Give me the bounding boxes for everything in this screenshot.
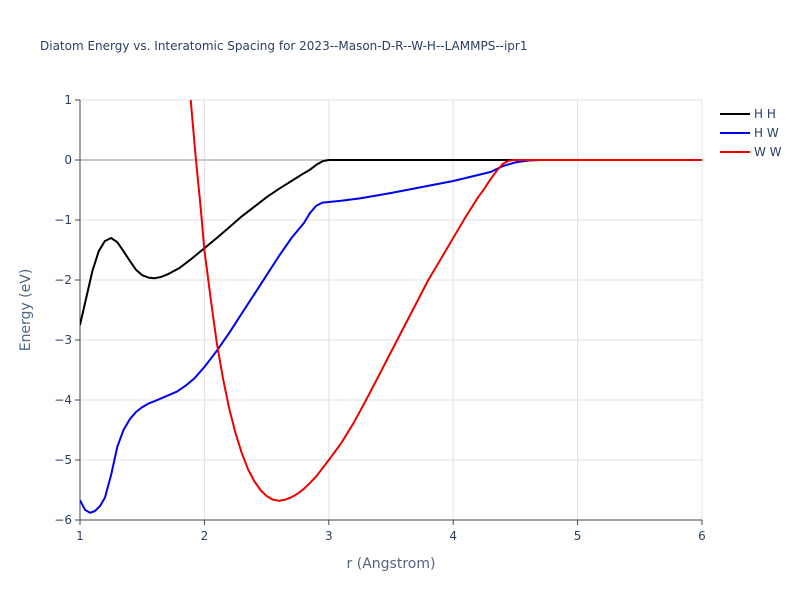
- legend-item-h-w[interactable]: H W: [720, 126, 779, 140]
- tick-labels: 1 2 3 4 5 6 1 0 −1 −2 −3 −4 −5 −6: [54, 93, 706, 543]
- y-tick-label: −3: [54, 333, 72, 347]
- y-tick-label: 1: [64, 93, 72, 107]
- y-axis-title: Energy (eV): [18, 269, 34, 352]
- series-line-w-w: [189, 100, 702, 502]
- series-line-h-h: [80, 159, 702, 326]
- x-tick-label: 5: [574, 529, 582, 543]
- series-line-h-w: [80, 159, 702, 514]
- legend-item-h-h[interactable]: H H: [720, 107, 776, 121]
- x-tick-label: 4: [449, 529, 457, 543]
- x-tick-label: 1: [76, 529, 84, 543]
- legend-item-w-w[interactable]: W W: [720, 145, 782, 159]
- grid: [80, 99, 703, 520]
- legend-label: H H: [754, 107, 776, 121]
- x-tick-label: 2: [201, 529, 209, 543]
- y-tick-label: −6: [54, 513, 72, 527]
- legend[interactable]: H H H W W W: [720, 107, 782, 159]
- x-tick-label: 3: [325, 529, 333, 543]
- plot-area: [80, 100, 702, 514]
- y-tick-label: −5: [54, 453, 72, 467]
- axes: [75, 99, 703, 525]
- y-tick-label: −4: [54, 393, 72, 407]
- x-axis-title: r (Angstrom): [347, 556, 436, 572]
- y-tick-label: −1: [54, 213, 72, 227]
- y-tick-label: 0: [64, 153, 72, 167]
- x-tick-label: 6: [698, 529, 706, 543]
- y-tick-label: −2: [54, 273, 72, 287]
- legend-label: H W: [754, 126, 779, 140]
- chart-title: Diatom Energy vs. Interatomic Spacing fo…: [40, 39, 528, 53]
- legend-label: W W: [754, 145, 782, 159]
